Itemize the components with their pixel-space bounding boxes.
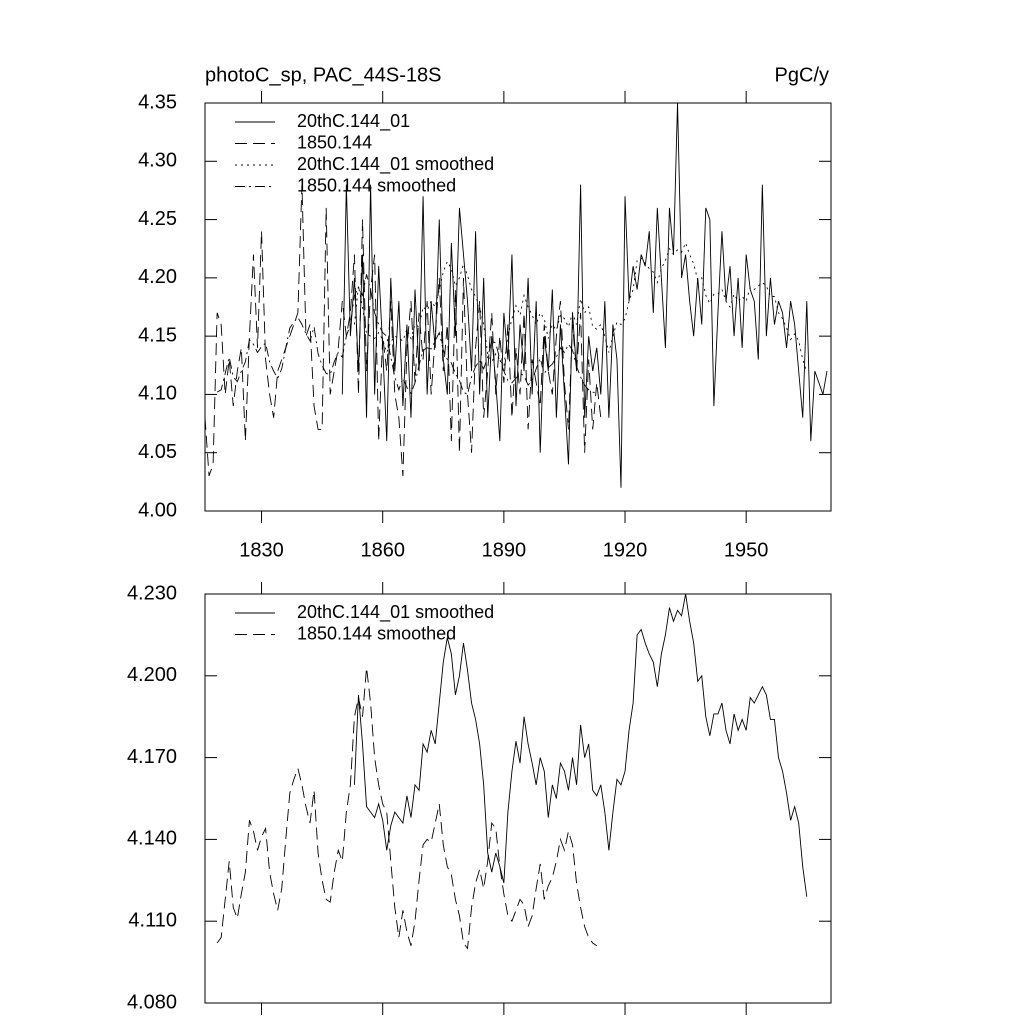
x-tick-label: 1830 <box>239 539 284 561</box>
y-tick-label: 4.35 <box>138 91 177 113</box>
series-line <box>353 593 808 897</box>
y-tick-label: 4.200 <box>127 664 177 686</box>
y-tick-label: 4.20 <box>138 266 177 288</box>
x-tick-label: 1860 <box>360 539 405 561</box>
legend-label: 1850.144 smoothed <box>297 175 456 195</box>
chart-title: photoC_sp, PAC_44S-18S <box>205 64 441 86</box>
y-tick-label: 4.05 <box>138 441 177 463</box>
plot-frame <box>204 102 832 512</box>
units-label: PgC/y <box>775 64 829 86</box>
legend-label: 20thC.144_01 smoothed <box>297 602 494 623</box>
series-line <box>341 102 828 488</box>
y-tick-label: 4.10 <box>138 383 177 405</box>
x-tick-label: 1920 <box>603 539 648 561</box>
series-line <box>216 667 598 950</box>
series-line <box>216 274 597 396</box>
legend-label: 20thC.144_01 smoothed <box>297 154 494 175</box>
y-tick-label: 4.00 <box>138 499 177 521</box>
x-tick-label: 1950 <box>724 539 769 561</box>
y-tick-label: 4.170 <box>127 746 177 768</box>
y-tick-label: 4.15 <box>138 324 177 346</box>
y-tick-label: 4.25 <box>138 208 177 230</box>
legend-label: 20thC.144_01 <box>297 111 410 132</box>
y-tick-label: 4.30 <box>138 150 177 172</box>
legend-label: 1850.144 smoothed <box>297 623 456 643</box>
y-tick-label: 4.080 <box>127 991 177 1013</box>
x-tick-label: 1890 <box>482 539 527 561</box>
series-line <box>353 241 808 373</box>
plot-frame <box>204 593 832 1004</box>
y-tick-label: 4.140 <box>127 828 177 850</box>
legend-label: 1850.144 <box>297 132 372 152</box>
y-tick-label: 4.230 <box>127 582 177 604</box>
y-tick-label: 4.110 <box>128 909 177 931</box>
series-line <box>204 184 602 477</box>
